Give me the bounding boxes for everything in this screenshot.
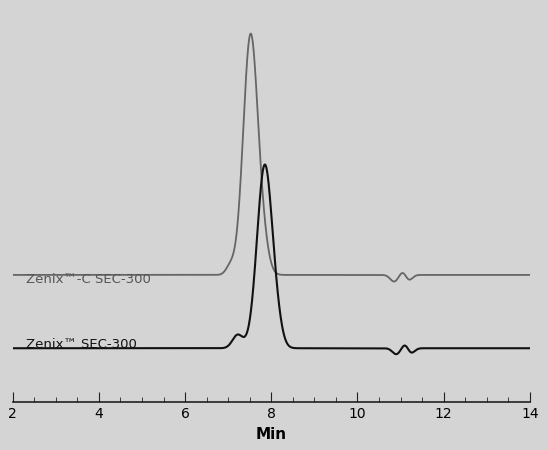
Text: Zenix™ SEC-300: Zenix™ SEC-300	[26, 338, 137, 351]
Text: Zenix™-C SEC-300: Zenix™-C SEC-300	[26, 274, 150, 286]
X-axis label: Min: Min	[255, 427, 287, 441]
